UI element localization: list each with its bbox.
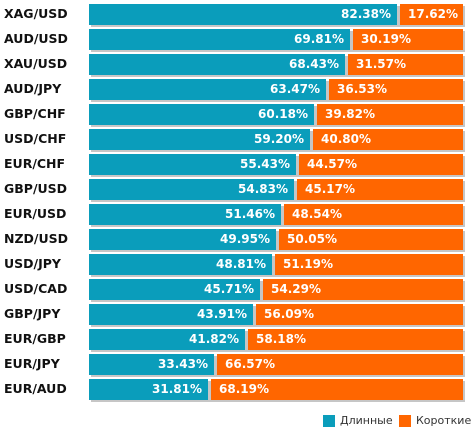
bar-long: 45.71% <box>89 279 260 300</box>
pair-label: USD/CHF <box>4 131 67 146</box>
legend-label-long: Длинные <box>340 414 393 427</box>
pair-label: GBP/JPY <box>4 306 61 321</box>
legend-swatch-short <box>399 415 411 427</box>
pair-label: XAG/USD <box>4 6 68 21</box>
bar-short: 40.80% <box>313 129 463 150</box>
bar-short: 58.18% <box>248 329 463 350</box>
bar-short-value-label: 68.19% <box>219 382 269 396</box>
pair-label: USD/CAD <box>4 281 68 296</box>
pair-label: GBP/USD <box>4 181 68 196</box>
bar-short: 50.05% <box>279 229 463 250</box>
bar-short: 51.19% <box>275 254 463 275</box>
pair-label: XAU/USD <box>4 56 68 71</box>
pair-label: EUR/AUD <box>4 381 67 396</box>
bar-long: 68.43% <box>89 54 345 75</box>
bar-short: 48.54% <box>284 204 463 225</box>
bar-short: 56.09% <box>256 304 463 325</box>
bar-long: 63.47% <box>89 79 326 100</box>
bar-long-value-label: 41.82% <box>189 332 239 346</box>
bar-short: 44.57% <box>299 154 463 175</box>
bar-short-value-label: 39.82% <box>325 107 375 121</box>
bar-long-value-label: 43.91% <box>197 307 247 321</box>
bar-long-value-label: 54.83% <box>238 182 288 196</box>
bar-long-value-label: 33.43% <box>158 357 208 371</box>
bar-short-value-label: 17.62% <box>408 7 458 21</box>
bar-long: 82.38% <box>89 4 397 25</box>
bar-long-value-label: 48.81% <box>216 257 266 271</box>
bar-long: 48.81% <box>89 254 272 275</box>
bar-short: 31.57% <box>348 54 463 75</box>
bar-short-value-label: 40.80% <box>321 132 371 146</box>
pair-label: EUR/GBP <box>4 331 66 346</box>
bar-long: 43.91% <box>89 304 253 325</box>
pair-label: AUD/JPY <box>4 81 62 96</box>
bar-short: 66.57% <box>217 354 463 375</box>
bar-long: 69.81% <box>89 29 350 50</box>
bar-short-value-label: 36.53% <box>337 82 387 96</box>
bar-short: 68.19% <box>211 379 463 400</box>
pair-label: AUD/USD <box>4 31 68 46</box>
bar-long: 60.18% <box>89 104 314 125</box>
pair-label: EUR/USD <box>4 206 67 221</box>
bar-short: 54.29% <box>263 279 463 300</box>
pair-label: EUR/CHF <box>4 156 66 171</box>
bar-long: 51.46% <box>89 204 281 225</box>
pair-label: USD/JPY <box>4 256 61 271</box>
bar-long: 49.95% <box>89 229 276 250</box>
bar-short-value-label: 50.05% <box>287 232 337 246</box>
bar-long-value-label: 31.81% <box>152 382 202 396</box>
bar-short-value-label: 44.57% <box>307 157 357 171</box>
bar-long-value-label: 69.81% <box>294 32 344 46</box>
pair-label: NZD/USD <box>4 231 68 246</box>
bar-long: 54.83% <box>89 179 294 200</box>
bar-short: 17.62% <box>400 4 463 25</box>
bar-short: 30.19% <box>353 29 463 50</box>
legend-swatch-long <box>323 415 335 427</box>
bar-long-value-label: 55.43% <box>240 157 290 171</box>
chart-legend: Длинные Короткие <box>323 414 473 428</box>
bar-long-value-label: 68.43% <box>289 57 339 71</box>
legend-label-short: Короткие <box>416 414 472 427</box>
bar-short-value-label: 48.54% <box>292 207 342 221</box>
bar-long: 31.81% <box>89 379 208 400</box>
bar-short-value-label: 51.19% <box>283 257 333 271</box>
bar-long: 59.20% <box>89 129 310 150</box>
bar-long-value-label: 63.47% <box>270 82 320 96</box>
bar-short: 39.82% <box>317 104 463 125</box>
bar-long-value-label: 82.38% <box>341 7 391 21</box>
bar-short-value-label: 31.57% <box>356 57 406 71</box>
bar-short-value-label: 58.18% <box>256 332 306 346</box>
bar-short: 36.53% <box>329 79 463 100</box>
bar-short-value-label: 54.29% <box>271 282 321 296</box>
bar-long-value-label: 45.71% <box>204 282 254 296</box>
bar-long: 41.82% <box>89 329 245 350</box>
bar-long-value-label: 49.95% <box>220 232 270 246</box>
bar-long-value-label: 60.18% <box>258 107 308 121</box>
bar-short-value-label: 66.57% <box>225 357 275 371</box>
pair-label: EUR/JPY <box>4 356 60 371</box>
bar-short-value-label: 56.09% <box>264 307 314 321</box>
bar-long: 55.43% <box>89 154 296 175</box>
bar-short-value-label: 30.19% <box>361 32 411 46</box>
bar-long-value-label: 51.46% <box>225 207 275 221</box>
bar-long: 33.43% <box>89 354 214 375</box>
bar-short-value-label: 45.17% <box>305 182 355 196</box>
bar-short: 45.17% <box>297 179 463 200</box>
pair-label: GBP/CHF <box>4 106 66 121</box>
bar-long-value-label: 59.20% <box>254 132 304 146</box>
